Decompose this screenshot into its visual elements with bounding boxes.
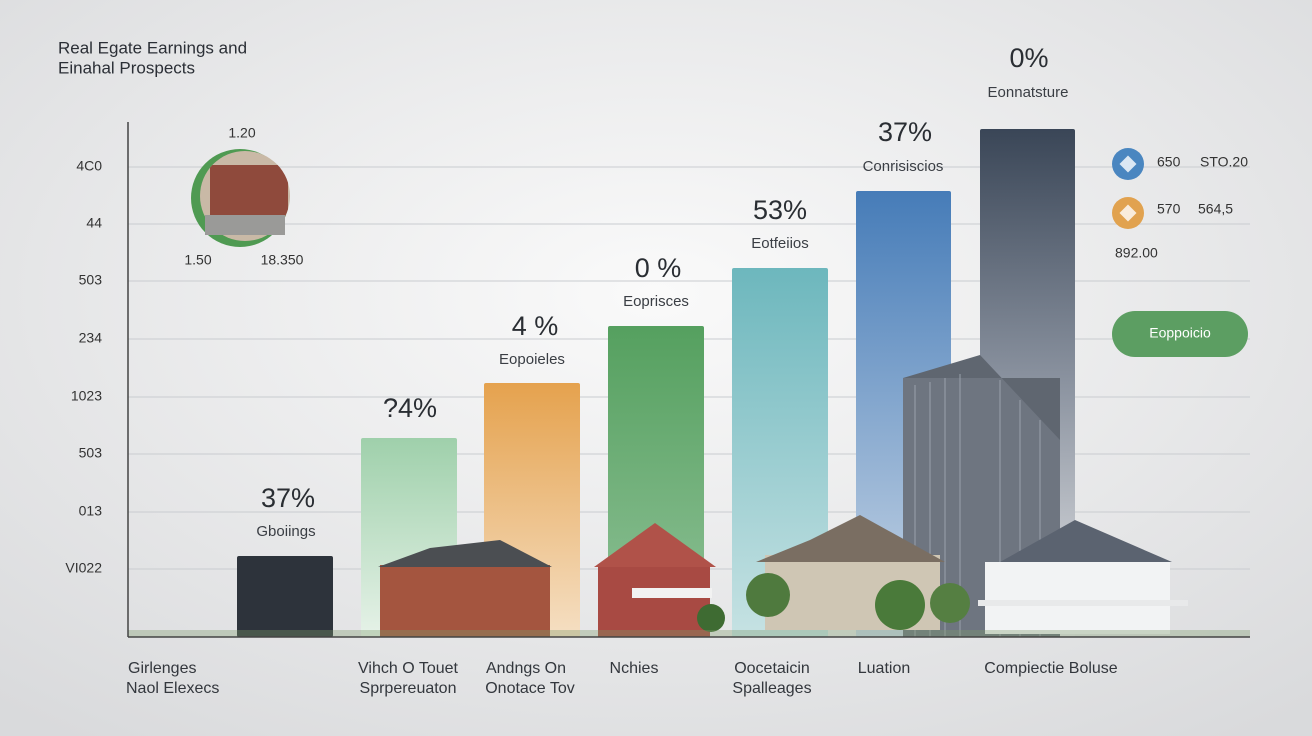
category-label: Naol Elexecs — [126, 680, 219, 697]
bar-label: Eoprisces — [623, 293, 689, 310]
category-label: Sprpereuaton — [360, 680, 457, 697]
bar-value-label: 0% — [1009, 43, 1048, 73]
buildings — [128, 355, 1250, 637]
y-tick-label: 503 — [79, 272, 103, 288]
bar-value-label: 37% — [261, 483, 315, 513]
category-label: Spalleages — [732, 680, 811, 697]
category-label: Oocetaicin — [734, 660, 810, 677]
bar-value-label: 4 % — [512, 311, 559, 341]
legend-value: 650 — [1157, 154, 1181, 170]
inset-photo — [191, 149, 290, 247]
category-label: Compiectie Boluse — [984, 660, 1118, 677]
category-label: Luation — [858, 660, 911, 677]
legend-value: STO.20 — [1200, 154, 1248, 170]
title-line: Real Egate Earnings and — [58, 38, 247, 57]
category-label: Nchies — [610, 660, 659, 677]
y-tick-label: VI022 — [65, 560, 102, 576]
legend-total: 892.00 — [1115, 245, 1158, 261]
title-line: Einahal Prospects — [58, 58, 195, 77]
y-tick-label: 1023 — [71, 388, 102, 404]
bar-label: Gboiings — [256, 523, 315, 540]
inset-label: 18.350 — [261, 252, 304, 268]
y-tick-label: 013 — [79, 503, 103, 519]
category-label: Vihch O Touet — [358, 660, 458, 677]
bar-value-label: ?4% — [383, 393, 437, 423]
y-tick-label: 44 — [86, 215, 102, 231]
inset-label: 1.20 — [228, 125, 255, 141]
category-label: Girlenges — [128, 660, 196, 677]
category-label: Andngs On — [486, 660, 566, 677]
button[interactable] — [1112, 311, 1248, 357]
bar-value-label: 37% — [878, 117, 932, 147]
bar-value-label: 53% — [753, 195, 807, 225]
inset-label: 1.50 — [184, 252, 211, 268]
bar-label: Eonnatsture — [988, 84, 1069, 101]
bar-value-label: 0 % — [635, 253, 682, 283]
y-tick-label: 503 — [79, 445, 103, 461]
bar-label: Eotfeiios — [751, 235, 809, 252]
y-tick-label: 4C0 — [76, 158, 102, 174]
bar-label: Eopoieles — [499, 351, 565, 368]
button-label[interactable]: Eoppoicio — [1149, 325, 1211, 341]
y-tick-label: 234 — [79, 330, 103, 346]
bar-label: Conrisiscios — [863, 158, 944, 175]
legend-value: 570 — [1157, 201, 1181, 217]
bar — [237, 556, 333, 637]
category-label: Onotace Tov — [485, 680, 575, 697]
legend-value: 564,5 — [1198, 201, 1233, 217]
